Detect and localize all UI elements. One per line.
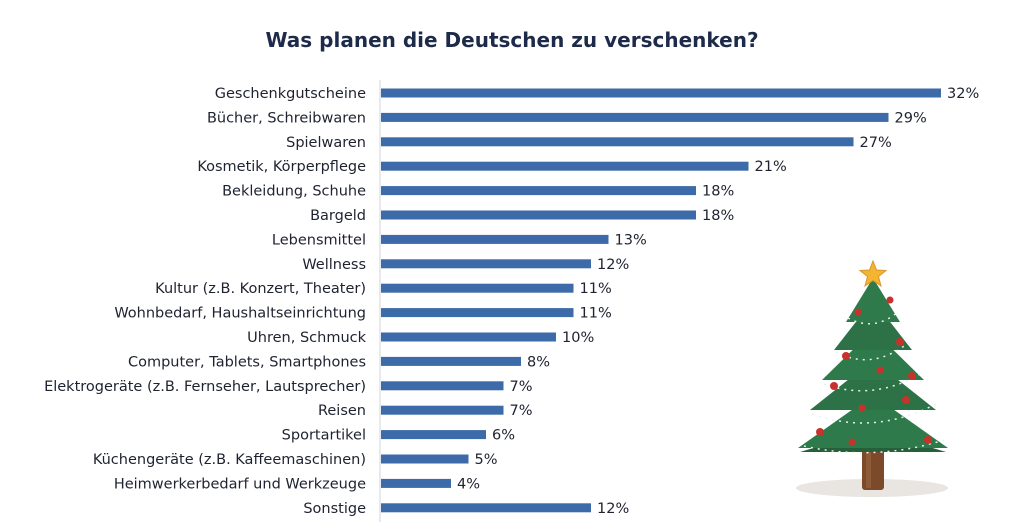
category-label: Spielwaren <box>286 135 366 151</box>
category-label: Bargeld <box>310 208 366 224</box>
chart-title: Was planen die Deutschen zu verschenken? <box>265 28 759 52</box>
value-label: 32% <box>947 86 979 102</box>
value-label: 4% <box>457 476 480 492</box>
bar <box>381 405 504 415</box>
bar <box>381 308 574 318</box>
category-label: Heimwerkerbedarf und Werkzeuge <box>114 476 366 492</box>
value-label: 8% <box>527 354 550 370</box>
category-label: Geschenkgutscheine <box>215 86 366 102</box>
bar <box>381 381 504 391</box>
value-label: 7% <box>510 403 533 419</box>
category-label: Sportartikel <box>282 428 366 444</box>
bar <box>381 430 486 440</box>
value-label: 27% <box>860 135 892 151</box>
category-label: Bekleidung, Schuhe <box>222 184 366 200</box>
bar <box>381 503 591 513</box>
bar <box>381 356 521 366</box>
bar <box>381 186 696 196</box>
bar <box>381 210 696 220</box>
value-label: 12% <box>597 257 629 273</box>
category-label: Uhren, Schmuck <box>247 330 366 346</box>
bar <box>381 332 556 342</box>
bar <box>381 454 469 464</box>
bar <box>381 88 941 98</box>
bar <box>381 112 889 122</box>
bar <box>381 259 591 269</box>
bar <box>381 137 854 147</box>
value-label: 29% <box>895 110 927 126</box>
category-label: Lebensmittel <box>272 232 366 248</box>
bar <box>381 478 451 488</box>
category-label: Wohnbedarf, Haushaltseinrichtung <box>114 306 366 322</box>
category-label: Elektrogeräte (z.B. Fernseher, Lautsprec… <box>44 379 366 395</box>
christmas-tree-icon <box>796 259 948 497</box>
value-label: 10% <box>562 330 594 346</box>
bar <box>381 283 574 293</box>
bar <box>381 161 749 171</box>
category-label: Kosmetik, Körperpflege <box>197 159 366 175</box>
category-label: Wellness <box>302 257 366 273</box>
value-label: 11% <box>580 306 612 322</box>
bar <box>381 234 609 244</box>
category-label: Sonstige <box>303 501 366 517</box>
category-label: Kultur (z.B. Konzert, Theater) <box>155 281 366 297</box>
category-label: Reisen <box>318 403 366 419</box>
value-label: 18% <box>702 184 734 200</box>
value-label: 5% <box>475 452 498 468</box>
value-label: 21% <box>755 159 787 175</box>
category-label: Computer, Tablets, Smartphones <box>128 354 366 370</box>
value-label: 6% <box>492 428 515 444</box>
value-label: 7% <box>510 379 533 395</box>
category-label: Bücher, Schreibwaren <box>207 110 366 126</box>
value-label: 18% <box>702 208 734 224</box>
value-label: 13% <box>615 232 647 248</box>
category-label: Küchengeräte (z.B. Kaffeemaschinen) <box>93 452 366 468</box>
bars-layer: Geschenkgutscheine 32% Bücher, Schreibware… <box>44 86 979 517</box>
value-label: 12% <box>597 501 629 517</box>
value-label: 11% <box>580 281 612 297</box>
